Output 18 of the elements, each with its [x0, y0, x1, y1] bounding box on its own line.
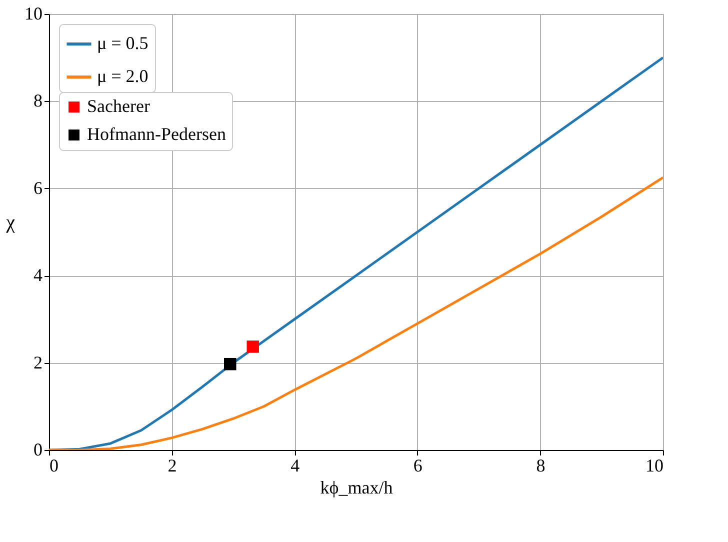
y-tick-label: 0	[34, 440, 42, 460]
y-axis-title: χ	[5, 212, 16, 234]
y-tick-label: 8	[34, 90, 42, 111]
y-tick-label: 6	[34, 178, 42, 198]
y-tick-label: 10	[24, 4, 42, 24]
x-tick-label: 6	[413, 456, 422, 476]
legend-label: μ = 2.0	[97, 66, 148, 86]
legend-label: Hofmann-Pedersen	[87, 124, 226, 144]
legend-label: Sacherer	[87, 96, 150, 116]
y-tick-label: 4	[34, 265, 42, 286]
x-axis-title: kϕ_max/h	[320, 478, 393, 498]
x-tick-label: 8	[536, 456, 546, 476]
x-tick-label: 10	[646, 456, 664, 476]
x-tick-label: 0	[50, 456, 58, 476]
x-tick-label: 4	[290, 456, 300, 476]
legend-label: μ = 0.5	[97, 33, 148, 53]
y-tick-label: 2	[34, 352, 42, 372]
x-tick-label: 2	[168, 456, 177, 476]
